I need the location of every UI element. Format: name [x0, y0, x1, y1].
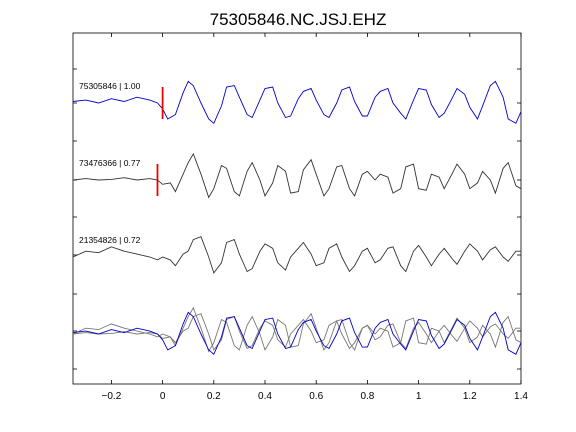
x-tick-label: 1: [416, 391, 422, 402]
stacked-trace-line: [72, 306, 522, 353]
trace-label: 21354826 | 0.72: [79, 235, 141, 245]
x-tick-label: 1.4: [514, 391, 528, 402]
trace-label: 73476366 | 0.77: [79, 158, 141, 168]
trace-line: [72, 236, 521, 274]
trace-label: 75305846 | 1.00: [79, 81, 141, 91]
x-tick-label: 0.8: [360, 391, 374, 402]
x-tick-label: 0: [160, 391, 166, 402]
trace-line: [72, 80, 522, 125]
x-ticks: −0.2 0 0.2 0.4 0.6 0.8 1 1.2 1.4: [102, 33, 528, 402]
x-tick-label: 1.2: [463, 391, 477, 402]
x-tick-label: −0.2: [102, 391, 122, 402]
x-tick-label: 0.4: [258, 391, 272, 402]
trace-labels: 75305846 | 1.00 73476366 | 0.77 21354826 |…: [79, 81, 141, 245]
trace-line: [72, 152, 522, 199]
chart-title: 75305846.NC.JSJ.EHZ: [210, 10, 387, 29]
x-tick-label: 0.6: [309, 391, 323, 402]
stacked-trace-line: [72, 311, 522, 356]
x-tick-label: 0.2: [207, 391, 221, 402]
plot-frame: [72, 32, 522, 385]
y-ticks: [73, 68, 521, 370]
waveform-traces: [72, 80, 522, 356]
